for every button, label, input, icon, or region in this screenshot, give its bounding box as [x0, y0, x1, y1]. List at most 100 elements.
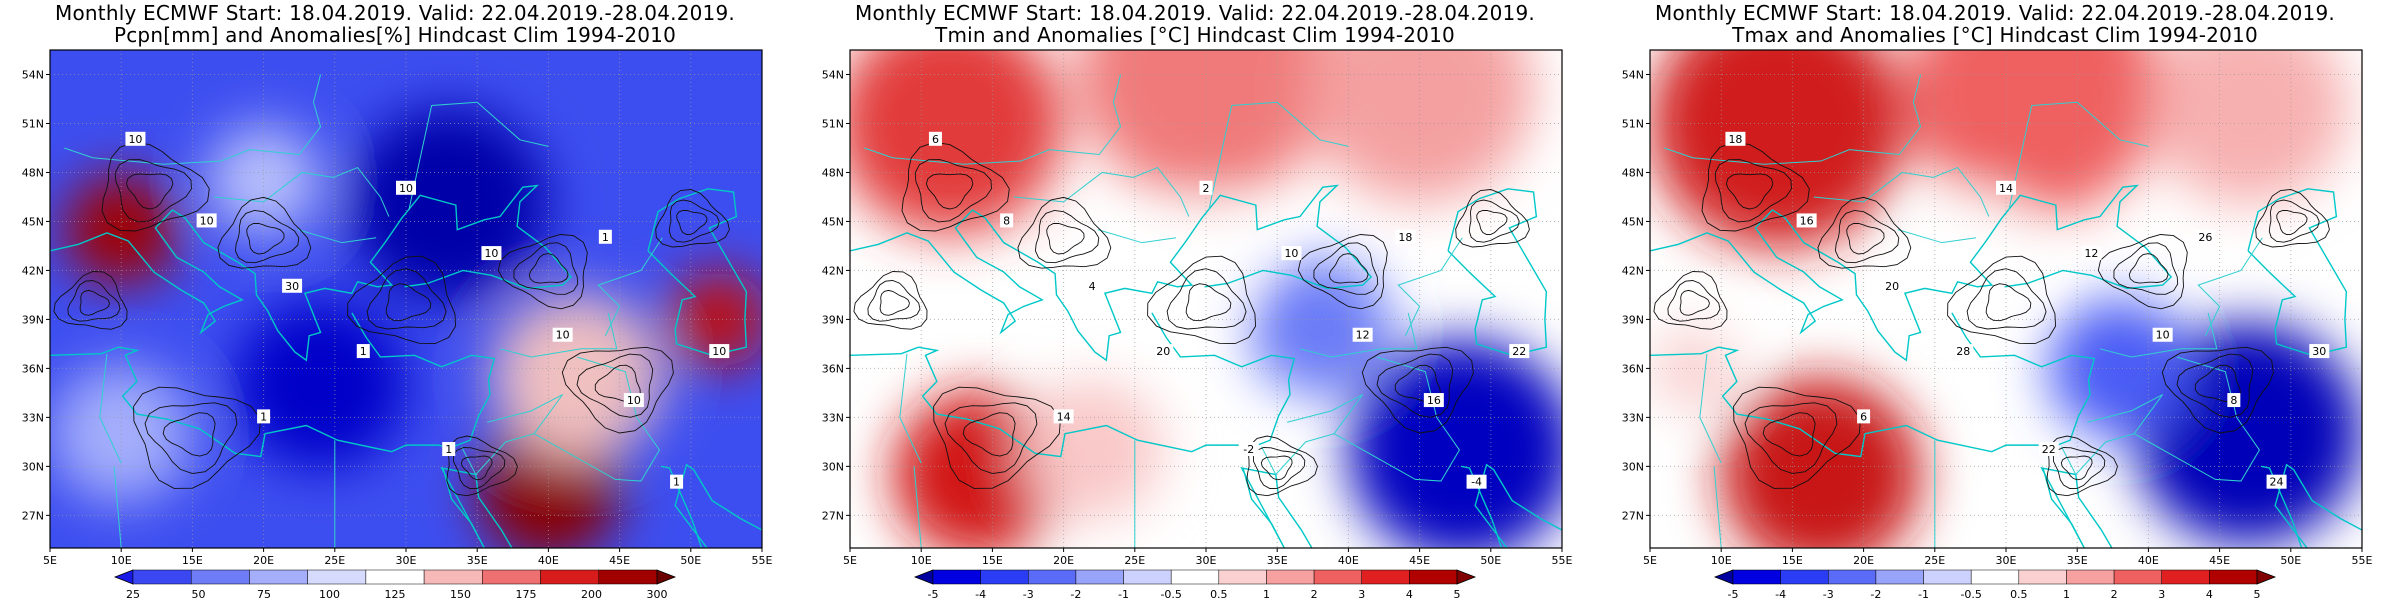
contour-line — [1361, 346, 1474, 434]
contour-line — [53, 271, 128, 330]
borders — [1664, 74, 2263, 548]
lat-tick-label: 33N — [822, 411, 844, 424]
coastline — [1650, 312, 2096, 458]
colorbar-label: 1 — [1263, 588, 1270, 600]
contour-label-box — [257, 409, 271, 424]
colorbar-label: 25 — [126, 588, 140, 600]
country-border — [1897, 229, 1977, 244]
coastline — [1460, 463, 1562, 548]
contour-label: 10 — [128, 133, 142, 146]
colorbar-high-arrow — [2256, 569, 2277, 585]
lon-tick-label: 5E — [1643, 554, 1657, 567]
contour-label-box — [1423, 393, 1444, 408]
country-border — [475, 394, 564, 475]
contour-label: 16 — [1427, 394, 1441, 407]
lat-tick-label: 36N — [1622, 362, 1644, 375]
contour-label-box — [623, 393, 644, 408]
colorbar-segment — [249, 569, 308, 585]
lat-tick-label: 36N — [822, 362, 844, 375]
colorbar-label: -5 — [1728, 588, 1739, 600]
contour-label-box — [396, 180, 416, 195]
precipitation-map: 10 10 30 10 10 10 10 1 1 1 1 1 10 54N 51N 48N 45N 42N 39N 3… — [22, 49, 773, 600]
contour-label-box — [928, 131, 942, 146]
contour-line — [385, 283, 432, 322]
coastlines — [50, 184, 762, 548]
contour-label: 22 — [2042, 443, 2056, 456]
contour-label-box — [2309, 344, 2330, 359]
contour-line — [125, 173, 174, 210]
anomaly-blob — [1721, 377, 1921, 548]
country-border — [1813, 166, 1990, 217]
contour-line — [1985, 283, 2032, 322]
contour-labels: 10 10 30 10 10 10 10 1 1 1 1 1 10 — [125, 131, 730, 489]
contour-line — [513, 242, 579, 295]
contour-label-box — [1352, 327, 1373, 342]
coastline — [1240, 467, 1313, 548]
lat-tick-label: 48N — [822, 166, 844, 179]
contour-label: 8 — [2230, 394, 2237, 407]
colorbar-label: 1 — [2063, 588, 2070, 600]
contour-label-box — [1153, 344, 1174, 359]
coastlines — [1650, 184, 2362, 548]
anomaly-blob — [206, 125, 321, 237]
contour-labels: 6 8 4 2 10 12 16 14 -2 -4 18 20 22 — [928, 131, 1530, 489]
colorbar-label: 2 — [1311, 588, 1318, 600]
contour-line — [1185, 283, 1232, 322]
anomaly-blob — [1248, 258, 1392, 397]
contour-label-box — [1238, 442, 1259, 457]
contour-line — [2255, 189, 2330, 248]
colorbar-label: -5 — [928, 588, 939, 600]
anomaly-blob — [1305, 50, 1534, 202]
contour-label: 16 — [1800, 214, 1814, 227]
coastline — [850, 312, 1296, 458]
colorbar-label: 0.5 — [1210, 588, 1228, 600]
colorbar-segment — [132, 569, 192, 585]
colorbar-segment — [1923, 569, 1972, 585]
lon-tick-label: 25E — [1124, 554, 1145, 567]
lat-tick-label: 30N — [1622, 460, 1644, 473]
country-border — [899, 353, 922, 464]
colorbar-segment — [1732, 569, 1781, 585]
contour-line — [676, 209, 708, 235]
contour-label: 30 — [285, 280, 299, 293]
country-border — [1664, 74, 1922, 165]
contour-label-box — [2195, 229, 2216, 244]
contour-line — [2097, 234, 2188, 310]
contour-line — [2176, 353, 2254, 418]
contour-line — [1947, 255, 2057, 345]
country-border — [597, 237, 663, 336]
contour-label: 28 — [1956, 345, 1970, 358]
lat-tick-label: 27N — [822, 509, 844, 522]
panel-tmin: Monthly ECMWF Start: 18.04.2019. Valid: … — [800, 0, 1600, 600]
contour-label: 1 — [445, 443, 452, 456]
country-border — [113, 466, 123, 548]
contour-label-box — [1509, 344, 1530, 359]
contour-line — [1147, 255, 1257, 345]
contour-label-box — [1882, 278, 1903, 293]
contour-label-box — [709, 344, 730, 359]
lat-tick-label: 48N — [22, 166, 44, 179]
contour-label: 10 — [399, 182, 413, 195]
colorbar-label: 200 — [581, 588, 602, 600]
contour-line — [867, 280, 921, 322]
contour-line — [901, 141, 1010, 232]
lat-tick-label: 39N — [22, 313, 44, 326]
contour-line — [2268, 199, 2320, 243]
contour-line — [1966, 268, 2047, 330]
country-border — [408, 101, 549, 211]
colorbar-segment — [2018, 569, 2067, 585]
anomaly-blob — [50, 364, 193, 504]
borders — [64, 74, 663, 548]
colorbar-segment — [1170, 569, 1220, 585]
contour-label-box — [1996, 180, 2016, 195]
contour-line — [79, 289, 110, 316]
contour-line — [2046, 435, 2118, 497]
contour-label-box — [2081, 246, 2102, 261]
country-border — [913, 466, 923, 548]
contour-line — [655, 189, 730, 248]
panel-title-line2: Pcpn[mm] and Anomalies[%] Hindcast Clim … — [113, 23, 677, 47]
colorbar-label: 100 — [319, 588, 340, 600]
contour-label: 6 — [932, 133, 939, 146]
colorbar-label: -0.5 — [1960, 588, 1981, 600]
contour-labels: 18 16 20 14 12 10 8 6 22 24 26 28 30 — [1725, 131, 2330, 489]
